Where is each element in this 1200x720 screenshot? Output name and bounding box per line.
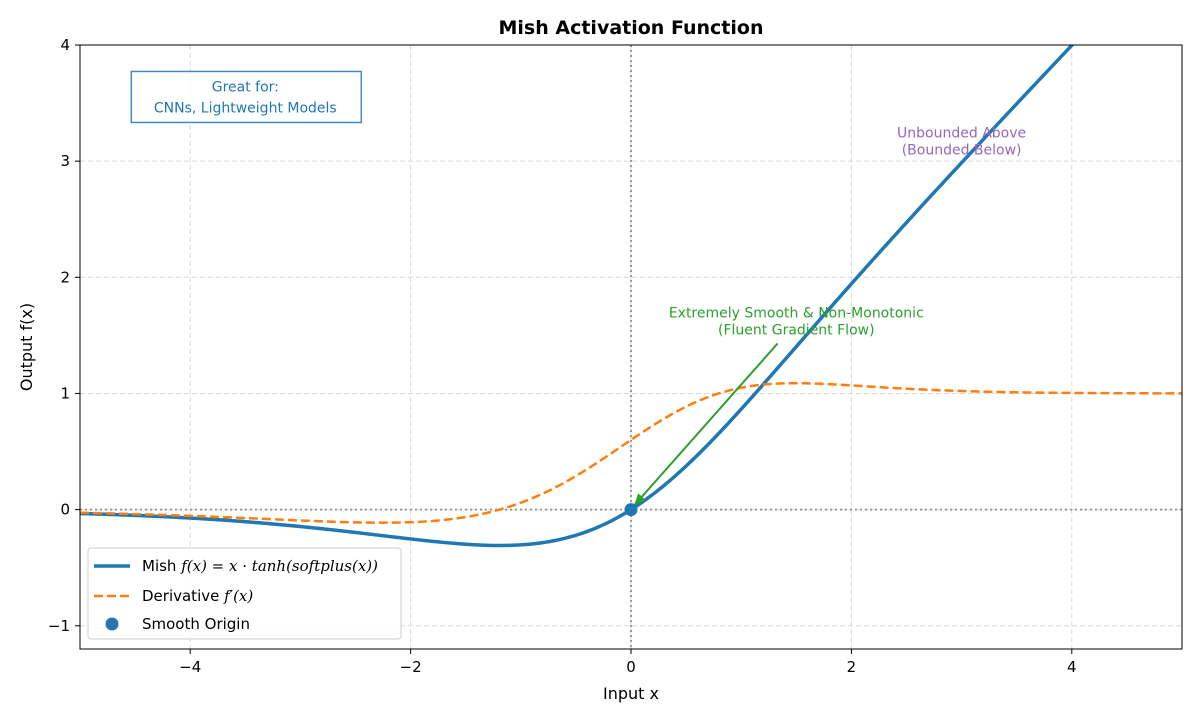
y-tick-label: −1 [48,617,70,635]
chart-title: Mish Activation Function [499,17,764,39]
smooth-origin-point [624,503,638,517]
x-tick-label: 0 [626,658,636,676]
x-tick-label: −4 [179,658,201,676]
x-axis-label: Input x [603,684,659,703]
annotation-arrow-head [634,493,646,506]
points-layer [624,503,638,517]
annotation-line2: (Bounded Below) [902,143,1022,159]
x-tick-label: −2 [400,658,422,676]
y-tick-label: 1 [60,384,70,402]
annotation-arrow [633,342,779,507]
note-box-line2: CNNs, Lightweight Models [154,100,337,116]
annotation-line1: Unbounded Above [897,126,1026,142]
annotation-line2: (Fluent Gradient Flow) [718,323,875,339]
ticks: −4 −2 0 2 4 −1 0 1 2 3 4 [48,36,1077,676]
legend-label-mish: Mish f(x) = x · tanh(softplus(x)) [142,557,378,575]
legend-label-origin: Smooth Origin [142,615,250,633]
y-tick-label: 3 [60,152,70,170]
y-tick-label: 2 [60,268,70,286]
note-box [130,70,363,124]
legend-box [87,547,402,640]
x-tick-label: 4 [1067,658,1077,676]
annotation-line1: Extremely Smooth & Non-Monotonic [669,306,924,322]
note-box-line1: Great for: [212,79,279,95]
y-tick-label: 0 [60,501,70,519]
y-tick-label: 4 [60,36,70,54]
y-axis-label: Output f(x) [17,303,36,391]
legend-label-derivative: Derivative f′(x) [142,587,253,605]
legend: Mish f(x) = x · tanh(softplus(x)) Derivat… [87,547,402,640]
annotations: Extremely Smooth & Non-Monotonic(Fluent … [130,70,1026,507]
x-tick-label: 2 [847,658,857,676]
series-line-derivative [80,381,1182,524]
legend-swatch-origin [105,617,119,631]
